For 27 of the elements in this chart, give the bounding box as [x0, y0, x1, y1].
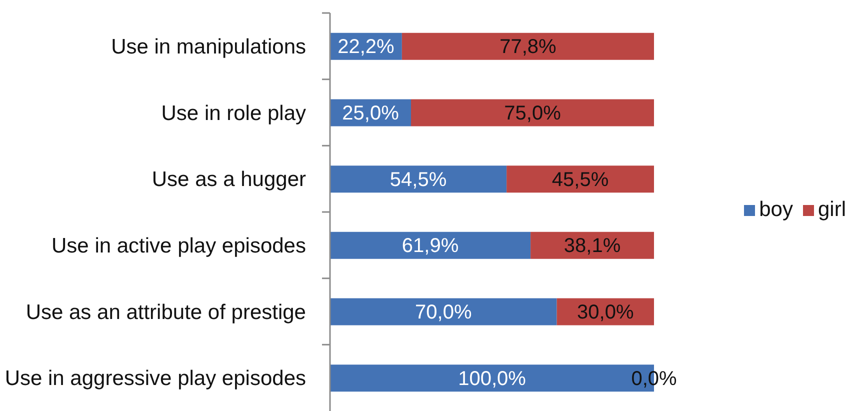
y-tick-label: Use in aggressive play episodes — [4, 367, 306, 390]
bar — [506, 166, 654, 193]
data-label: 45,5% — [552, 168, 609, 191]
legend-label: girl — [818, 198, 846, 221]
data-label: 77,8% — [500, 36, 557, 58]
bar — [330, 298, 557, 326]
data-label: 100,0% — [458, 368, 526, 390]
y-tick-label: Use in manipulations — [111, 36, 306, 59]
data-label: 30,0% — [577, 302, 634, 324]
y-tick-label: Use as a hugger — [152, 168, 306, 192]
y-tick-label: Use in role play — [161, 102, 306, 125]
data-label: 70,0% — [415, 302, 472, 324]
data-label: 75,0% — [504, 102, 562, 124]
data-label: 0,0% — [631, 368, 678, 390]
bar — [411, 99, 654, 126]
legend-label: boy — [759, 198, 793, 221]
bar — [330, 166, 507, 193]
y-tick-label: Use in active play episodes — [52, 234, 306, 258]
bar — [330, 232, 531, 259]
data-label: 25,0% — [342, 102, 400, 124]
data-label: 61,9% — [402, 235, 459, 258]
y-tick-label: Use as an attribute of prestige — [26, 300, 306, 324]
bar — [530, 232, 654, 259]
bar — [402, 32, 654, 60]
data-label: 54,5% — [390, 168, 447, 191]
data-label: 38,1% — [564, 235, 621, 258]
data-label: 22,2% — [338, 36, 395, 58]
